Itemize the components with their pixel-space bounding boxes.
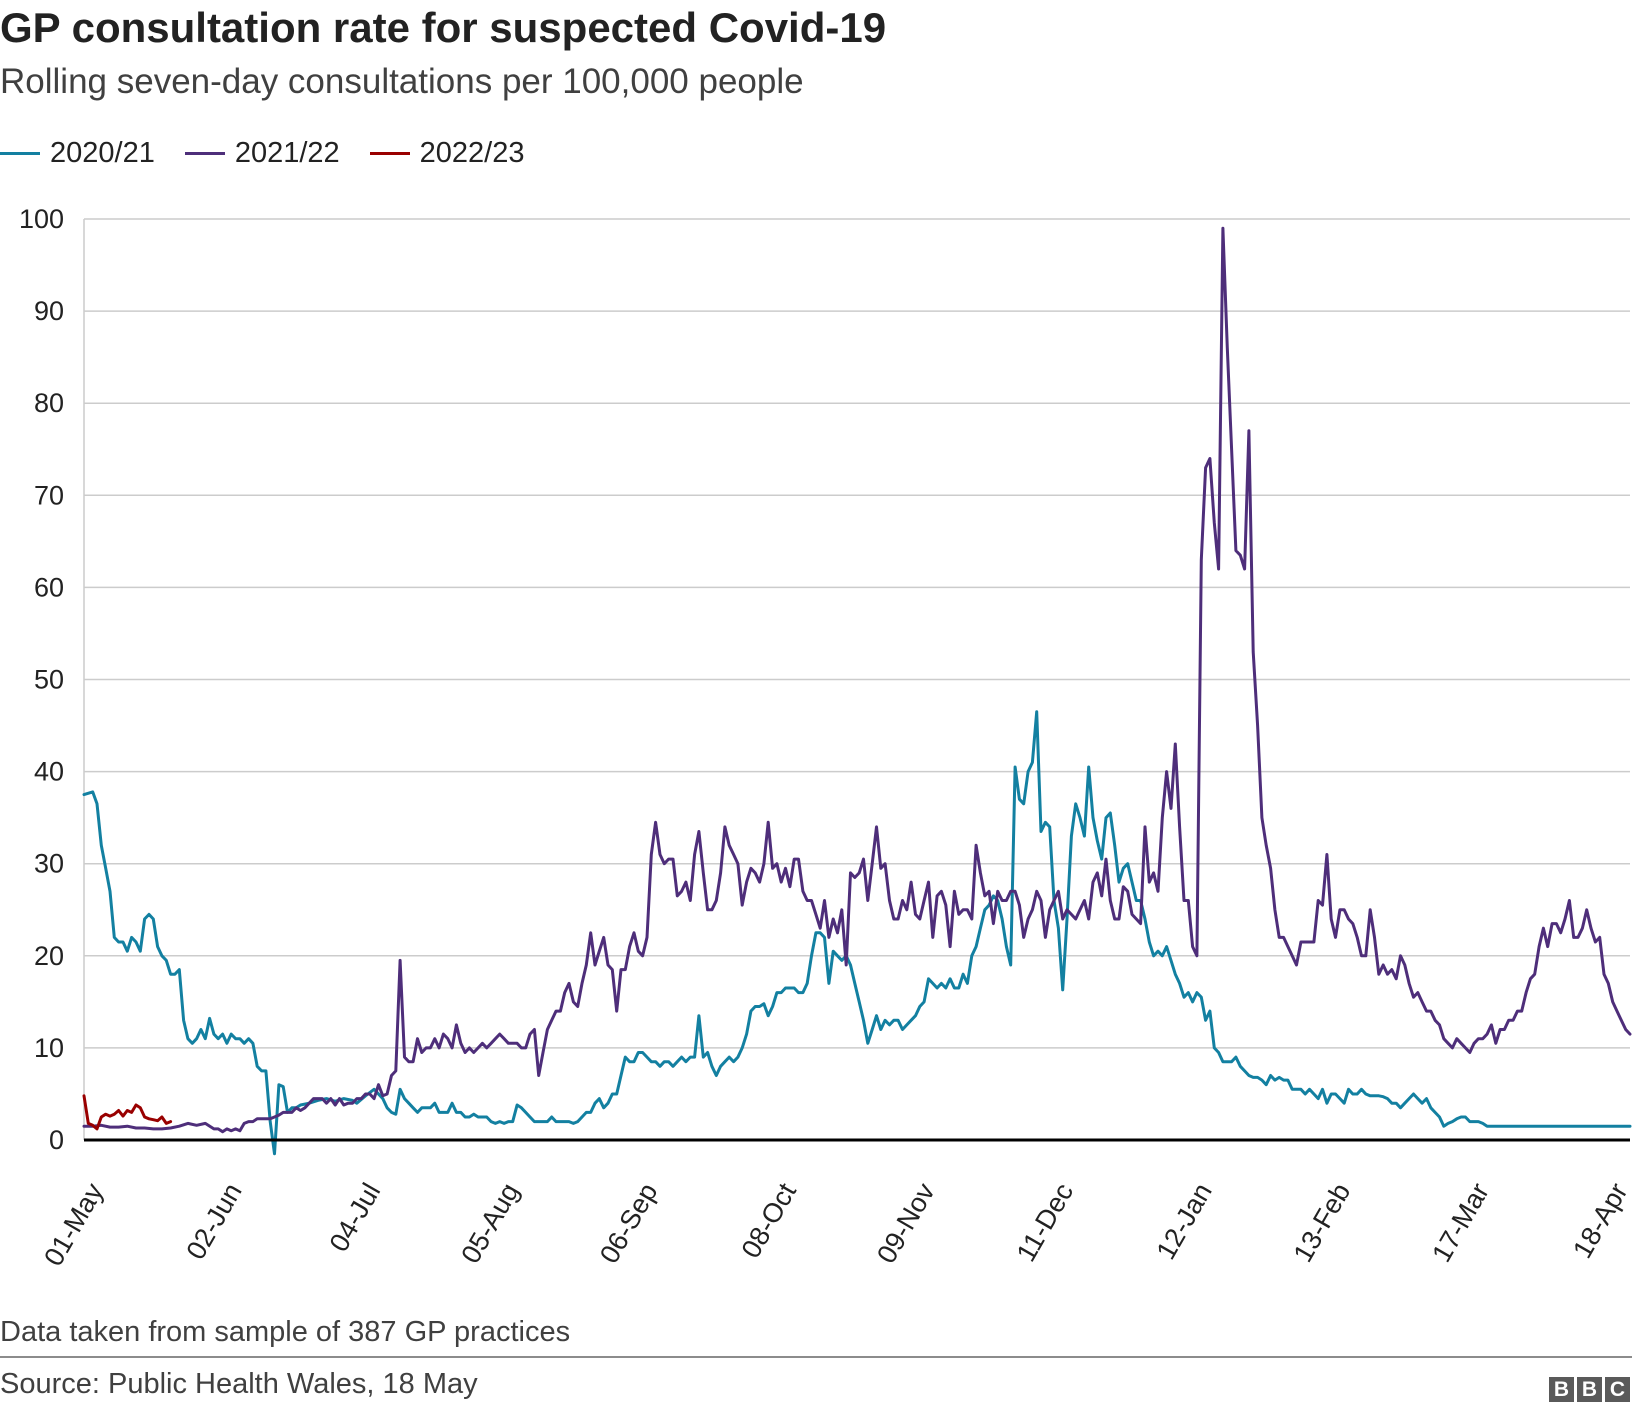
source-text: Source: Public Health Wales, 18 May [0, 1368, 478, 1400]
x-tick-label: 11-Dec [1011, 1178, 1080, 1267]
y-tick-label: 40 [34, 757, 64, 787]
y-tick-label: 30 [34, 849, 64, 879]
series-line-2020-21 [82, 710, 1632, 1156]
bbc-logo-letter: B [1549, 1377, 1574, 1402]
chart-subtitle: Rolling seven-day consultations per 100,… [0, 62, 804, 101]
legend-label-2021-22: 2021/22 [234, 136, 340, 169]
bbc-logo-letter: B [1577, 1377, 1602, 1402]
footnote: Data taken from sample of 387 GP practic… [0, 1316, 571, 1348]
series-line-2022-23 [82, 1094, 173, 1131]
legend-swatch-2022-23 [369, 151, 410, 155]
legend-item-2020-21: 2020/21 [0, 137, 155, 170]
x-tick-label: 06-Sep [594, 1178, 664, 1268]
y-tick-label: 90 [34, 296, 64, 326]
x-tick-label: 01-May [38, 1178, 109, 1271]
legend-item-2022-23: 2022/23 [369, 136, 525, 170]
legend-swatch-2021-22 [184, 151, 225, 155]
line-chart: 0 10 20 30 40 50 60 70 80 90 100 01-May 02-Jun 04-Jul… [19, 204, 1632, 1271]
x-tick-label: 13-Feb [1288, 1178, 1357, 1267]
y-tick-label: 20 [34, 941, 64, 971]
legend-swatch-2020-21 [0, 151, 40, 155]
legend-label-2022-23: 2022/23 [419, 136, 525, 169]
y-tick-label: 100 [19, 204, 64, 234]
x-tick-label: 17-Mar [1426, 1178, 1495, 1267]
y-tick-label: 50 [34, 665, 64, 695]
legend-item-2021-22: 2021/22 [184, 136, 340, 170]
y-tick-label: 0 [49, 1125, 64, 1155]
x-tick-label: 09-Nov [871, 1178, 941, 1269]
x-tick-label: 12-Jan [1151, 1178, 1218, 1265]
x-tick-label: 02-Jun [181, 1178, 248, 1265]
legend: 2020/21 2021/22 2022/23 [0, 133, 554, 173]
y-tick-label: 10 [34, 1033, 64, 1063]
bbc-logo: B B C [1549, 1377, 1630, 1402]
x-tick-label: 05-Aug [455, 1178, 525, 1268]
x-tick-label: 08-Oct [736, 1178, 803, 1264]
legend-label-2020-21: 2020/21 [50, 136, 155, 169]
series-line-2021-22 [82, 226, 1632, 1134]
y-tick-label: 60 [34, 572, 64, 602]
x-tick-label: 04-Jul [324, 1178, 387, 1257]
bbc-logo-letter: C [1605, 1377, 1630, 1402]
chart-title: GP consultation rate for suspected Covid… [0, 4, 887, 51]
footer-divider [0, 1356, 1632, 1358]
y-tick-label: 70 [34, 480, 64, 510]
y-tick-label: 80 [34, 388, 64, 418]
x-tick-label: 18-Apr [1567, 1178, 1632, 1263]
